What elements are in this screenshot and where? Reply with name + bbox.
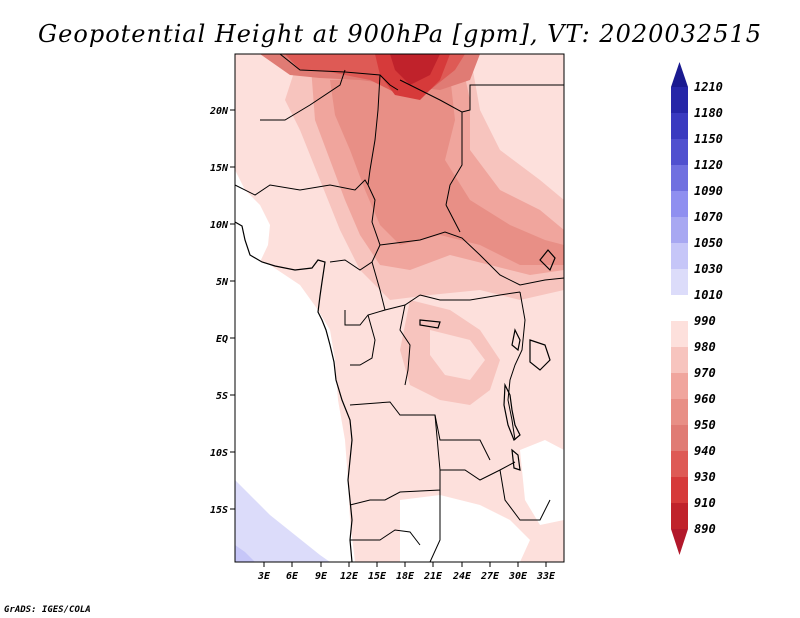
lat-label-20n: 20N: [209, 106, 229, 117]
colorbar-top-arrow: [671, 62, 688, 87]
colorbar-label-1030: 1030: [694, 262, 723, 276]
colorbar-label-950: 950: [694, 418, 716, 432]
colorbar-box-1120-1150: [671, 139, 688, 165]
colorbar-label-910: 910: [694, 496, 716, 510]
colorbar-label-940: 940: [694, 444, 716, 458]
colorbar-label-1150: 1150: [694, 132, 723, 146]
west-africa-white: [235, 170, 270, 262]
colorbar-box-930-940: [671, 451, 688, 477]
colorbar-box-980-990: [671, 321, 688, 347]
lakes: [419, 249, 556, 471]
colorbar-box-960-970: [671, 373, 688, 399]
lat-label-5n: 5N: [216, 277, 229, 288]
field-shading: [235, 54, 564, 562]
colorbar-box-1030-1050: [671, 243, 688, 269]
colorbar-box-1150-1180: [671, 113, 688, 139]
east-white: [520, 440, 564, 525]
grads-credit: GrADS: IGES/COLA: [4, 605, 91, 615]
map-title: Geopotential Height at 900hPa [gpm], VT:…: [38, 20, 762, 48]
lat-label-eq: EQ: [216, 334, 228, 345]
colorbar-box-1010-1030: [671, 269, 688, 295]
coastline: [234, 221, 353, 563]
colorbar-box-910-930: [671, 477, 688, 503]
colorbar-label-1180: 1180: [694, 106, 723, 120]
lon-label-30e: 30E: [508, 571, 528, 582]
lat-label-10s: 10S: [210, 448, 228, 459]
lon-axis: 3E 6E 9E 12E 15E 18E 21E 24E 27E 30E 33E: [257, 562, 556, 582]
colorbar-label-980: 980: [694, 340, 716, 354]
lon-label-24e: 24E: [452, 571, 472, 582]
lon-label-12e: 12E: [340, 571, 359, 582]
band-950: [330, 75, 564, 265]
colorbar-bottom-arrow: [671, 529, 688, 555]
colorbar-label-890: 890: [694, 522, 716, 536]
lon-label-27e: 27E: [480, 571, 500, 582]
colorbar-label-1210: 1210: [694, 80, 723, 94]
lat-label-15n: 15N: [210, 163, 229, 174]
colorbar-label-1010: 1010: [694, 288, 723, 302]
colorbar-label-1050: 1050: [694, 236, 723, 250]
ocean-blue: [235, 545, 255, 562]
colorbar: 1210 1180 1150 1120 1090 1070 1050 1030 …: [671, 62, 723, 555]
colorbar-box-990-1010: [671, 295, 688, 321]
angola-light: [350, 420, 460, 495]
colorbar-label-970: 970: [694, 366, 716, 380]
lon-label-15e: 15E: [368, 571, 387, 582]
lon-label-3e: 3E: [257, 571, 271, 582]
lon-label-33e: 33E: [536, 571, 556, 582]
colorbar-box-1050-1070: [671, 217, 688, 243]
colorbar-box-940-950: [671, 425, 688, 451]
south-white: [400, 495, 530, 562]
colorbar-label-990: 990: [694, 314, 716, 328]
lat-label-15s: 15S: [210, 505, 228, 516]
lat-label-10n: 10N: [210, 220, 229, 231]
colorbar-label-1090: 1090: [694, 184, 723, 198]
congo-basin-lighter: [430, 330, 485, 380]
lat-axis: 20N 15N 10N 5N EQ 5S 10S 15S: [209, 106, 235, 516]
lon-label-18e: 18E: [396, 571, 415, 582]
colorbar-label-1070: 1070: [694, 210, 723, 224]
colorbar-box-1090-1120: [671, 165, 688, 191]
map-frame: [234, 53, 565, 563]
colorbar-box-1180-1210: [671, 87, 688, 113]
lon-label-9e: 9E: [315, 571, 328, 582]
colorbar-box-950-960: [671, 399, 688, 425]
colorbar-box-890-910: [671, 503, 688, 529]
colorbar-label-960: 960: [694, 392, 716, 406]
colorbar-label-930: 930: [694, 470, 716, 484]
colorbar-label-1120: 1120: [694, 158, 723, 172]
lon-label-21e: 21E: [423, 571, 443, 582]
map-panel: 20N 15N 10N 5N EQ 5S 10S 15S 3E 6E 9E 12…: [209, 53, 565, 582]
ocean-blue-light: [235, 480, 330, 562]
country-borders: [234, 53, 565, 563]
band-890: [390, 54, 440, 85]
colorbar-box-970-980: [671, 347, 688, 373]
lat-label-5s: 5S: [216, 391, 228, 402]
colorbar-box-1070-1090: [671, 191, 688, 217]
lon-label-6e: 6E: [286, 571, 299, 582]
